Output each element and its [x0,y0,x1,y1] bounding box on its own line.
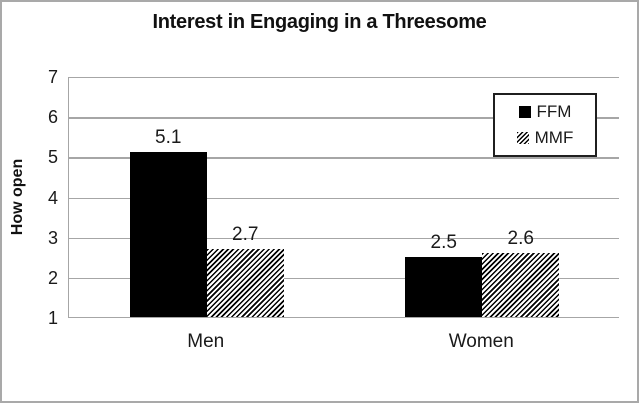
gridline [69,157,619,159]
gridline [69,117,619,119]
bar-ffm-women [405,256,483,317]
y-tick-label: 6 [47,107,58,128]
data-label: 2.6 [507,227,534,249]
x-tick-label-men: Men [187,331,225,352]
bar-mmf-men [206,248,284,317]
hatch-swatch-icon [516,132,529,145]
legend: FFM MMF [493,93,597,157]
x-tick-label-women: Women [448,331,514,352]
data-label: 5.1 [155,127,182,149]
legend-label: FFM [536,101,572,121]
legend-item-ffm: FFM [495,102,595,122]
y-tick-label: 2 [47,267,58,288]
gridline [69,237,619,240]
y-tick-label: 7 [47,67,58,87]
legend-item-mmf: MMF [495,128,595,148]
legend-label: MMF [534,128,574,148]
gridline [69,197,619,199]
bar-ffm-men [129,152,207,317]
y-tick-label: 5 [47,147,58,168]
solid-swatch-icon [518,105,531,118]
y-tick-label: 4 [47,187,58,208]
bar-mmf-women [482,252,560,317]
y-tick-label: 3 [47,227,58,248]
gridline [69,77,619,79]
data-label: 2.7 [232,223,259,245]
chart-title: Interest in Engaging in a Threesome [152,11,487,33]
y-tick-label: 1 [47,308,58,328]
data-label: 2.5 [430,231,457,253]
gridline [69,277,619,280]
